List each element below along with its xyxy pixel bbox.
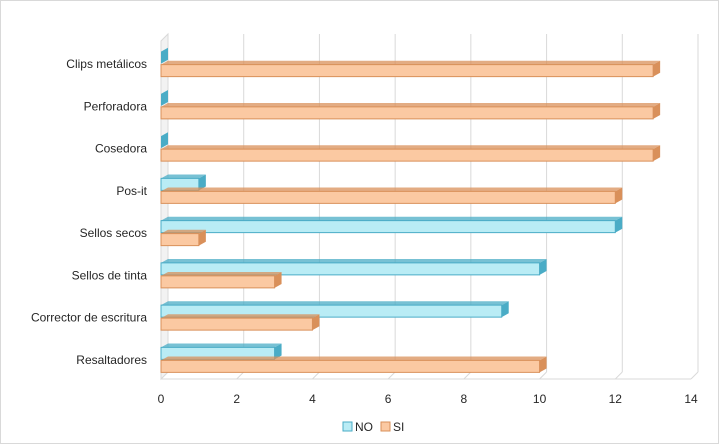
- bar-si: [160, 60, 661, 78]
- bar-layer: [160, 47, 661, 373]
- bar-end-face: [615, 216, 623, 233]
- x-tick-label: 4: [309, 392, 316, 406]
- x-tick-label: 14: [684, 392, 698, 406]
- bar-top-face: [161, 272, 282, 276]
- bar-si: [160, 272, 282, 289]
- bar-si: [160, 187, 623, 204]
- bar-no: [160, 216, 623, 234]
- gridline-floor: [614, 371, 623, 380]
- category-label: Perforadora: [84, 99, 148, 113]
- bar-end-face: [274, 272, 282, 288]
- category-label: Pos-it: [116, 184, 147, 198]
- gridline-floor: [312, 371, 320, 380]
- bar-front-face: [160, 233, 200, 247]
- bar-front-face: [160, 190, 616, 204]
- bar-end-face: [161, 90, 168, 106]
- bar-no: [161, 90, 168, 106]
- gridline-floor: [236, 371, 245, 380]
- bar-front-face: [160, 275, 276, 289]
- x-tick-label: 10: [533, 392, 547, 406]
- bar-end-face: [653, 60, 661, 77]
- bar-top-face: [161, 343, 282, 348]
- bar-no: [161, 47, 168, 64]
- bar-end-face: [274, 343, 282, 360]
- bar-end-face: [539, 356, 547, 373]
- bar-end-face: [501, 301, 509, 318]
- bar-front-face: [160, 304, 503, 318]
- bar-no: [160, 343, 282, 360]
- bar-end-face: [539, 259, 547, 275]
- bar-front-face: [160, 220, 616, 234]
- bar-no: [160, 174, 206, 191]
- bar-top-face: [161, 174, 206, 179]
- bar-front-face: [160, 106, 654, 120]
- bar-si: [160, 356, 547, 373]
- x-tick-label: 0: [158, 392, 165, 406]
- bar-end-face: [161, 47, 168, 64]
- bar-top-face: [161, 187, 623, 192]
- x-tick-label: 6: [385, 392, 392, 406]
- gridline-floor: [387, 371, 396, 380]
- bar-top-face: [161, 60, 661, 65]
- category-label: Corrector de escritura: [31, 311, 147, 325]
- bar-front-face: [160, 148, 654, 162]
- bar-no: [161, 132, 168, 149]
- bar-no: [160, 259, 547, 276]
- legend-swatch-no: [342, 421, 353, 432]
- bar-front-face: [160, 359, 541, 373]
- bar-end-face: [198, 174, 206, 191]
- gridline-floor: [539, 371, 547, 380]
- bar-front-face: [160, 64, 654, 78]
- bar-end-face: [653, 145, 661, 162]
- bar-top-face: [161, 356, 547, 361]
- legend-swatch-si: [380, 421, 391, 432]
- legend-layer: NO SI: [342, 420, 404, 434]
- bar-top-face: [161, 103, 661, 107]
- bar-top-face: [161, 229, 206, 234]
- category-label: Sellos secos: [80, 226, 147, 240]
- bar-si: [160, 229, 206, 247]
- bar-end-face: [161, 132, 168, 149]
- category-label: Sellos de tinta: [72, 268, 148, 282]
- x-tick-label: 2: [233, 392, 240, 406]
- bar-end-face: [653, 103, 661, 119]
- category-label: Resaltadores: [76, 353, 147, 367]
- category-label: Clips metálicos: [66, 57, 147, 71]
- bar-top-face: [161, 301, 509, 306]
- bar-front-face: [160, 262, 541, 276]
- bar-top-face: [161, 145, 661, 150]
- gridline-floor: [463, 371, 472, 380]
- legend-label-no: NO: [355, 420, 373, 434]
- bar-top-face: [161, 259, 547, 263]
- bar-end-face: [312, 314, 320, 331]
- bar-end-face: [198, 229, 206, 246]
- bar-si: [160, 103, 661, 120]
- bar-end-face: [615, 187, 623, 204]
- legend-label-si: SI: [393, 420, 404, 434]
- x-tick-label: 8: [461, 392, 468, 406]
- bar-si: [160, 145, 661, 162]
- x-tick-label: 12: [609, 392, 623, 406]
- category-label: Cosedora: [95, 142, 147, 156]
- bar-front-face: [160, 317, 313, 331]
- gridline-floor: [690, 371, 699, 380]
- label-layer: 0 2 4 6 8 10 12 14 Clips metálicos Perforadora Cos…: [31, 57, 698, 406]
- bar-si: [160, 314, 320, 331]
- bar-top-face: [161, 216, 623, 221]
- bar-no: [160, 301, 509, 318]
- bar-top-face: [161, 314, 320, 319]
